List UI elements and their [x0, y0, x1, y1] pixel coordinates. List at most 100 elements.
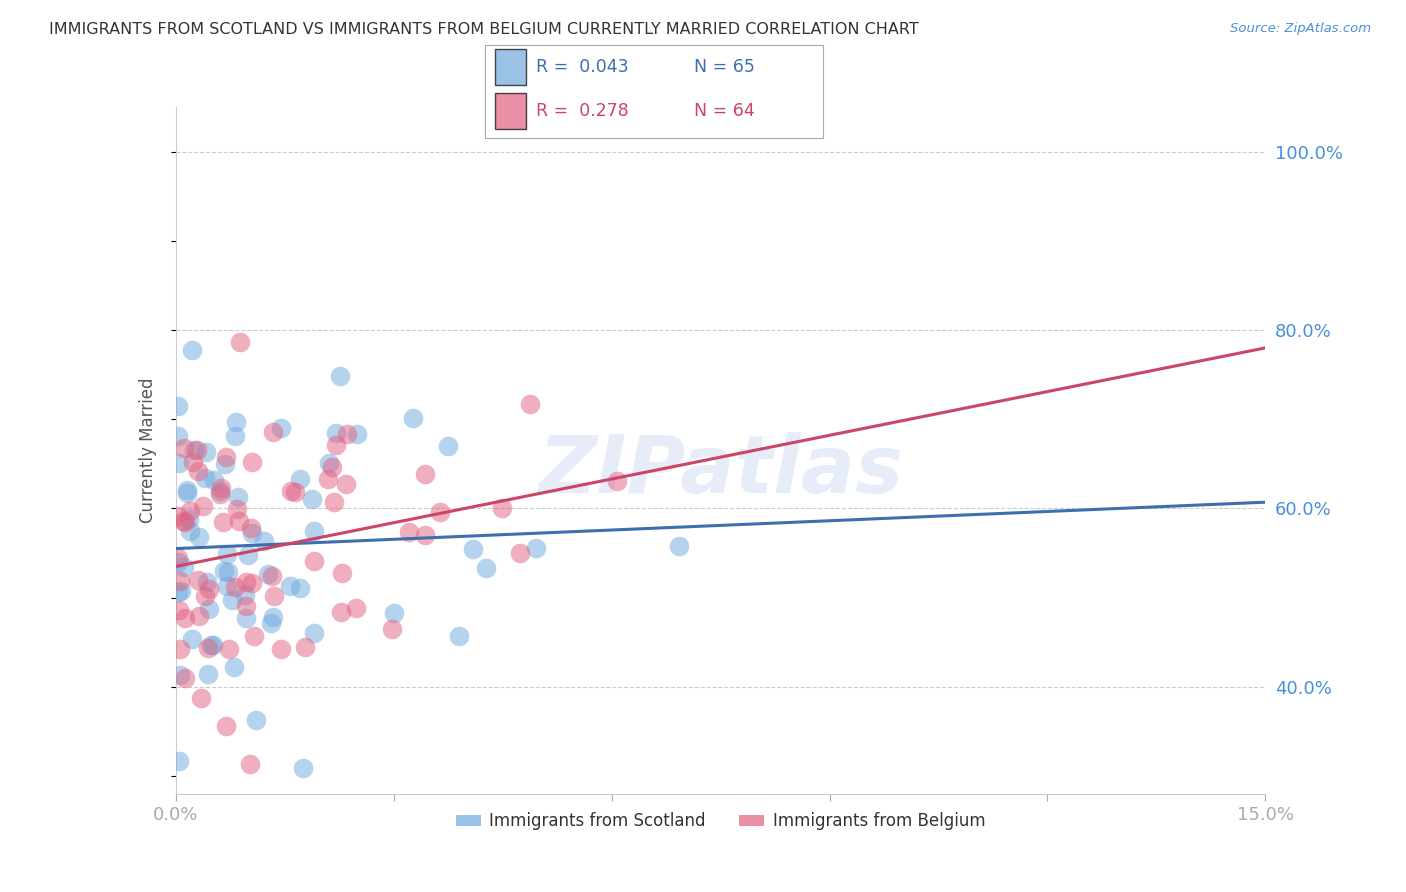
- Point: [174, 671, 197, 685]
- Point: [236, 548, 259, 562]
- Point: [325, 437, 347, 451]
- Point: [214, 457, 236, 471]
- Point: [346, 427, 368, 442]
- Point: [167, 508, 190, 523]
- Point: [301, 492, 323, 507]
- Point: [221, 593, 243, 607]
- Legend: Immigrants from Scotland, Immigrants from Belgium: Immigrants from Scotland, Immigrants fro…: [450, 805, 991, 837]
- Point: [253, 533, 276, 548]
- Point: [167, 603, 190, 617]
- Point: [284, 485, 307, 500]
- Point: [195, 445, 218, 459]
- Text: R =  0.278: R = 0.278: [536, 102, 628, 120]
- FancyBboxPatch shape: [495, 94, 526, 129]
- Point: [509, 546, 531, 560]
- Point: [270, 642, 292, 657]
- Point: [176, 483, 198, 497]
- Point: [202, 473, 225, 487]
- Point: [245, 713, 267, 727]
- Point: [215, 719, 238, 733]
- Point: [257, 567, 280, 582]
- Point: [187, 573, 209, 587]
- Point: [190, 691, 212, 706]
- Point: [224, 429, 246, 443]
- Point: [217, 565, 239, 579]
- Point: [225, 502, 247, 516]
- Point: [167, 428, 190, 442]
- Point: [167, 456, 190, 470]
- Point: [218, 641, 240, 656]
- Point: [304, 554, 326, 568]
- Point: [169, 642, 191, 657]
- Point: [280, 484, 302, 499]
- Point: [194, 589, 217, 603]
- Point: [167, 399, 190, 413]
- Point: [212, 564, 235, 578]
- Point: [167, 754, 190, 768]
- Point: [381, 622, 404, 636]
- Point: [209, 481, 232, 495]
- Point: [179, 524, 201, 538]
- Point: [179, 503, 201, 517]
- Point: [415, 467, 437, 481]
- Text: N = 65: N = 65: [695, 58, 755, 76]
- Point: [336, 426, 359, 441]
- Point: [197, 640, 219, 655]
- Point: [278, 579, 301, 593]
- Point: [240, 526, 263, 541]
- Point: [243, 629, 266, 643]
- Point: [198, 582, 221, 597]
- Point: [235, 574, 257, 589]
- Point: [193, 499, 215, 513]
- Text: IMMIGRANTS FROM SCOTLAND VS IMMIGRANTS FROM BELGIUM CURRENTLY MARRIED CORRELATIO: IMMIGRANTS FROM SCOTLAND VS IMMIGRANTS F…: [49, 22, 920, 37]
- Point: [212, 516, 235, 530]
- Point: [215, 547, 238, 561]
- Text: Source: ZipAtlas.com: Source: ZipAtlas.com: [1230, 22, 1371, 36]
- Point: [167, 584, 190, 599]
- Point: [316, 471, 339, 485]
- Point: [235, 611, 257, 625]
- Point: [198, 602, 221, 616]
- Point: [526, 541, 548, 555]
- Point: [291, 761, 314, 775]
- Point: [173, 442, 195, 456]
- Point: [181, 632, 204, 647]
- Point: [170, 584, 193, 599]
- Point: [668, 539, 690, 553]
- Point: [325, 425, 347, 440]
- Point: [329, 368, 352, 383]
- Point: [519, 396, 541, 410]
- Y-axis label: Currently Married: Currently Married: [139, 377, 157, 524]
- Point: [240, 576, 263, 591]
- Point: [225, 415, 247, 429]
- Point: [228, 490, 250, 504]
- Point: [290, 582, 312, 596]
- Point: [209, 487, 232, 501]
- Point: [240, 521, 263, 535]
- Point: [172, 514, 194, 528]
- Point: [229, 334, 252, 349]
- Point: [302, 524, 325, 538]
- Point: [290, 472, 312, 486]
- Point: [429, 505, 451, 519]
- Point: [214, 450, 236, 464]
- Point: [330, 566, 353, 580]
- Point: [323, 495, 346, 509]
- Point: [238, 756, 260, 771]
- Point: [186, 442, 208, 457]
- Point: [335, 476, 357, 491]
- Point: [188, 530, 211, 544]
- Point: [415, 527, 437, 541]
- Point: [329, 605, 352, 619]
- Point: [174, 515, 197, 529]
- Point: [461, 542, 484, 557]
- Point: [270, 420, 292, 434]
- Point: [449, 629, 471, 643]
- Point: [173, 559, 195, 574]
- Point: [262, 569, 284, 583]
- Point: [321, 459, 343, 474]
- Point: [183, 442, 205, 457]
- Point: [176, 486, 198, 500]
- Point: [179, 512, 201, 526]
- Point: [187, 464, 209, 478]
